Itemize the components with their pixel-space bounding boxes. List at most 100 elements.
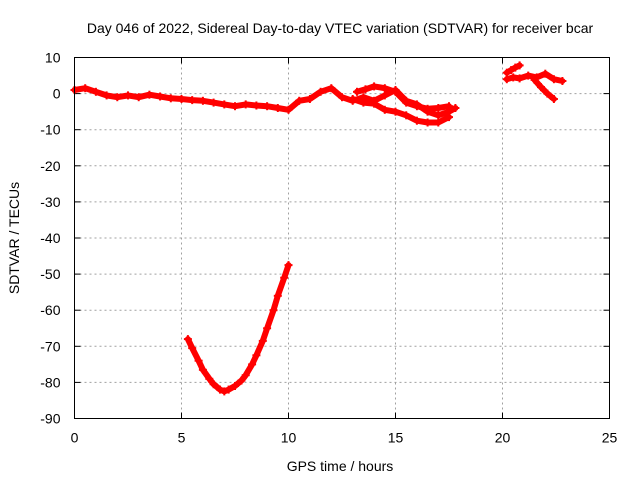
data-point bbox=[423, 118, 432, 127]
x-tick-label: 25 bbox=[602, 430, 618, 446]
data-point bbox=[370, 99, 379, 108]
data-point bbox=[220, 387, 229, 396]
data-point bbox=[380, 91, 389, 100]
data-point bbox=[353, 87, 361, 96]
y-tick-label: -20 bbox=[40, 158, 60, 174]
data-point bbox=[194, 356, 203, 365]
data-point bbox=[507, 66, 516, 75]
data-point bbox=[280, 273, 289, 282]
data-point bbox=[515, 61, 524, 70]
x-tick-label: 5 bbox=[178, 430, 186, 446]
data-point bbox=[263, 324, 272, 333]
data-point bbox=[81, 84, 90, 93]
data-point bbox=[124, 91, 132, 100]
y-axis-label: SDTVAR / TECUs bbox=[6, 182, 22, 294]
series-track-dip-arc bbox=[184, 262, 292, 395]
data-point bbox=[327, 84, 336, 93]
data-point bbox=[166, 94, 175, 103]
data-point bbox=[543, 89, 552, 98]
data-point bbox=[434, 118, 443, 127]
grid bbox=[74, 57, 610, 419]
data-point bbox=[258, 336, 267, 345]
data-point bbox=[252, 351, 261, 360]
data-point bbox=[295, 96, 304, 105]
data-point bbox=[248, 360, 257, 369]
x-tick-label: 20 bbox=[495, 430, 511, 446]
data-point bbox=[412, 102, 421, 111]
data-point bbox=[231, 102, 239, 111]
data-point bbox=[549, 75, 558, 84]
data-point bbox=[220, 100, 229, 109]
data-point bbox=[113, 93, 122, 102]
y-tick-label: -90 bbox=[40, 411, 60, 427]
data-point bbox=[451, 104, 460, 112]
ticks: 0 5 10 15 20 25 10 0 -10 -20 -30 -40 -50 -60 -70 -80 -90 bbox=[40, 50, 617, 446]
data-point bbox=[511, 63, 520, 72]
x-tick-label: 0 bbox=[71, 430, 79, 446]
data-point bbox=[209, 98, 218, 107]
data-point bbox=[515, 74, 524, 83]
data-point bbox=[305, 95, 314, 103]
chart-title: Day 046 of 2022, Sidereal Day-to-day VTE… bbox=[87, 20, 594, 36]
data-marks bbox=[70, 61, 567, 396]
x-tick-label: 15 bbox=[388, 430, 404, 446]
data-point bbox=[91, 87, 100, 96]
data-point bbox=[549, 95, 558, 103]
x-tick-label: 10 bbox=[281, 430, 297, 446]
data-point bbox=[391, 107, 400, 116]
data-point bbox=[541, 69, 550, 78]
data-point bbox=[402, 111, 411, 120]
data-point bbox=[273, 104, 282, 112]
data-point bbox=[209, 380, 218, 389]
data-point bbox=[231, 382, 239, 390]
data-point bbox=[241, 371, 250, 380]
data-point bbox=[198, 96, 207, 105]
data-point bbox=[102, 91, 111, 100]
data-point bbox=[205, 374, 214, 383]
data-point bbox=[188, 344, 197, 353]
data-point bbox=[269, 306, 278, 315]
data-point bbox=[241, 100, 250, 109]
data-point bbox=[359, 98, 368, 107]
data-point bbox=[434, 111, 443, 120]
data-point bbox=[252, 101, 261, 110]
data-point bbox=[237, 376, 246, 385]
data-point bbox=[338, 93, 346, 102]
x-axis-label: GPS time / hours bbox=[287, 458, 394, 474]
y-tick-label: -80 bbox=[40, 374, 60, 390]
data-point bbox=[530, 75, 539, 84]
y-tick-label: 0 bbox=[53, 86, 61, 102]
data-point bbox=[198, 365, 207, 374]
data-point bbox=[445, 113, 453, 122]
data-point bbox=[145, 90, 154, 99]
y-tick-label: 10 bbox=[45, 50, 61, 66]
data-point bbox=[273, 291, 282, 300]
data-point bbox=[445, 102, 453, 111]
data-point bbox=[402, 98, 411, 107]
data-point bbox=[361, 85, 370, 94]
data-point bbox=[183, 335, 192, 344]
data-point bbox=[524, 71, 533, 80]
data-point bbox=[502, 68, 511, 77]
data-point bbox=[391, 87, 400, 96]
data-point bbox=[156, 92, 165, 101]
series-track-upper-branch bbox=[354, 83, 452, 112]
series-track-late-spike bbox=[503, 62, 523, 76]
data-point bbox=[316, 87, 325, 96]
y-tick-label: -30 bbox=[40, 194, 60, 210]
data-point bbox=[434, 104, 443, 112]
data-point bbox=[188, 96, 197, 105]
data-point bbox=[224, 385, 233, 394]
y-tick-label: -50 bbox=[40, 266, 60, 282]
series-track-late-segment-tail bbox=[531, 76, 557, 102]
data-point bbox=[380, 105, 389, 114]
y-tick-label: -70 bbox=[40, 338, 60, 354]
y-tick-label: -10 bbox=[40, 122, 60, 138]
data-point bbox=[537, 83, 545, 92]
data-point bbox=[380, 84, 389, 93]
y-tick-label: -40 bbox=[40, 230, 60, 246]
data-point bbox=[370, 82, 379, 91]
data-point bbox=[177, 95, 186, 103]
data-point bbox=[284, 105, 293, 114]
